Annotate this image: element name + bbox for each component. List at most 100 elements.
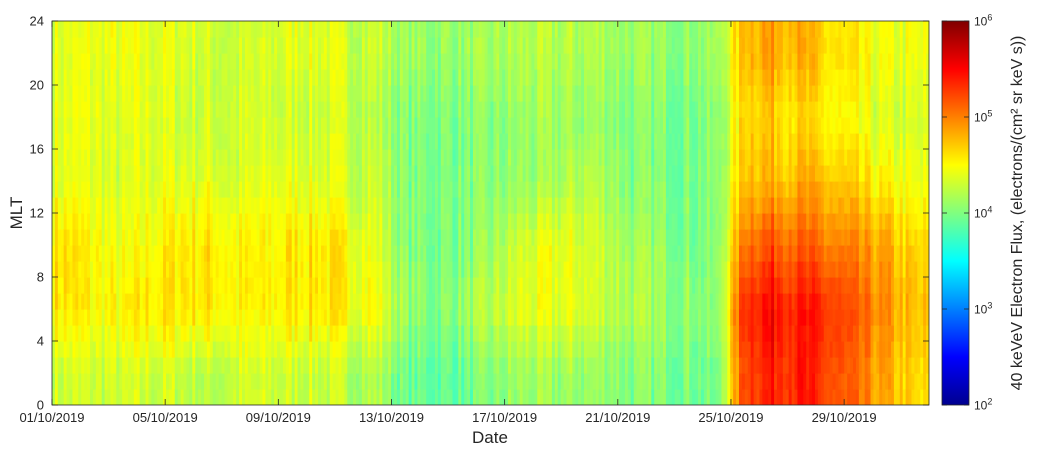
heatmap-cell (569, 53, 573, 70)
heatmap-cell (297, 213, 302, 230)
heatmap-cell (318, 21, 322, 38)
heatmap-cell (201, 357, 205, 374)
heatmap-cell (119, 213, 123, 230)
heatmap-cell (540, 197, 544, 214)
heatmap-cell (569, 69, 573, 86)
heatmap-cell (379, 245, 383, 262)
heatmap-cell (411, 117, 416, 134)
heatmap-cell (198, 181, 202, 198)
heatmap-cell (429, 165, 433, 182)
heatmap-cell (160, 53, 164, 70)
heatmap-cell (268, 101, 272, 118)
heatmap-cell (230, 37, 234, 54)
heatmap-cell (224, 261, 228, 278)
heatmap-cell (651, 373, 655, 390)
heatmap-cell (166, 181, 170, 198)
heatmap-cell (394, 165, 398, 182)
heatmap-cell (598, 149, 603, 166)
heatmap-cell (440, 229, 445, 246)
heatmap-cell (72, 373, 76, 390)
heatmap-cell (84, 357, 88, 374)
heatmap-cell (244, 261, 249, 278)
heatmap-cell (66, 53, 71, 70)
heatmap-cell (291, 37, 296, 54)
heatmap-cell (303, 165, 307, 182)
heatmap-cell (168, 149, 173, 166)
heatmap-cell (622, 309, 626, 326)
heatmap-cell (391, 357, 395, 374)
heatmap-cell (414, 53, 419, 70)
heatmap-cell (227, 277, 231, 294)
heatmap-cell (329, 261, 334, 278)
heatmap-cell (528, 325, 533, 342)
heatmap-cell (288, 53, 293, 70)
heatmap-cell (546, 53, 550, 70)
heatmap-cell (247, 133, 252, 150)
heatmap-cell (566, 229, 571, 246)
heatmap-cell (475, 373, 480, 390)
heatmap-cell (268, 117, 272, 134)
heatmap-cell (557, 69, 562, 86)
heatmap-cell (163, 389, 167, 405)
heatmap-cell (69, 373, 74, 390)
heatmap-cell (417, 69, 421, 86)
heatmap-cell (531, 197, 535, 214)
heatmap-cell (128, 69, 132, 86)
heatmap-cell (493, 261, 497, 278)
heatmap-cell (642, 69, 647, 86)
heatmap-cell (382, 309, 386, 326)
heatmap-cell (168, 181, 173, 198)
heatmap-cell (592, 277, 597, 294)
heatmap-cell (505, 53, 509, 70)
heatmap-cell (186, 389, 190, 405)
heatmap-cell (478, 37, 483, 54)
heatmap-cell (592, 325, 597, 342)
heatmap-cell (648, 37, 652, 54)
heatmap-cell (300, 373, 304, 390)
heatmap-cell (250, 53, 255, 70)
heatmap-cell (654, 37, 658, 54)
heatmap-cell (420, 69, 424, 86)
heatmap-cell (142, 197, 147, 214)
heatmap-cell (277, 389, 281, 405)
heatmap-cell (551, 165, 556, 182)
heatmap-cell (388, 309, 392, 326)
heatmap-cell (364, 37, 369, 54)
heatmap-cell (236, 165, 240, 182)
heatmap-cell (624, 53, 629, 70)
heatmap-cell (297, 85, 302, 102)
heatmap-cell (239, 277, 243, 294)
heatmap-cell (584, 213, 588, 230)
heatmap-cell (367, 213, 372, 230)
heatmap-cell (145, 357, 150, 374)
heatmap-cell (204, 325, 208, 342)
heatmap-cell (630, 229, 635, 246)
heatmap-cell (648, 309, 652, 326)
heatmap-cell (119, 165, 123, 182)
heatmap-cell (204, 21, 208, 38)
heatmap-cell (566, 53, 571, 70)
heatmap-cell (496, 245, 500, 262)
heatmap-cell (420, 213, 424, 230)
heatmap-cell (394, 389, 398, 405)
heatmap-cell (309, 197, 313, 214)
heatmap-cell (195, 261, 199, 278)
heatmap-cell (171, 245, 176, 262)
heatmap-cell (499, 325, 503, 342)
heatmap-cell (350, 293, 354, 310)
heatmap-cell (163, 213, 167, 230)
heatmap-cell (604, 37, 609, 54)
heatmap-cell (394, 373, 398, 390)
heatmap-cell (341, 213, 345, 230)
heatmap-cell (259, 261, 264, 278)
heatmap-cell (180, 357, 185, 374)
heatmap-cell (651, 133, 655, 150)
heatmap-cell (581, 309, 585, 326)
heatmap-cell (242, 165, 246, 182)
heatmap-cell (595, 37, 600, 54)
heatmap-cell (244, 293, 249, 310)
heatmap-cell (516, 293, 521, 310)
heatmap-cell (274, 165, 278, 182)
heatmap-cell (151, 229, 155, 246)
heatmap-cell (195, 181, 199, 198)
